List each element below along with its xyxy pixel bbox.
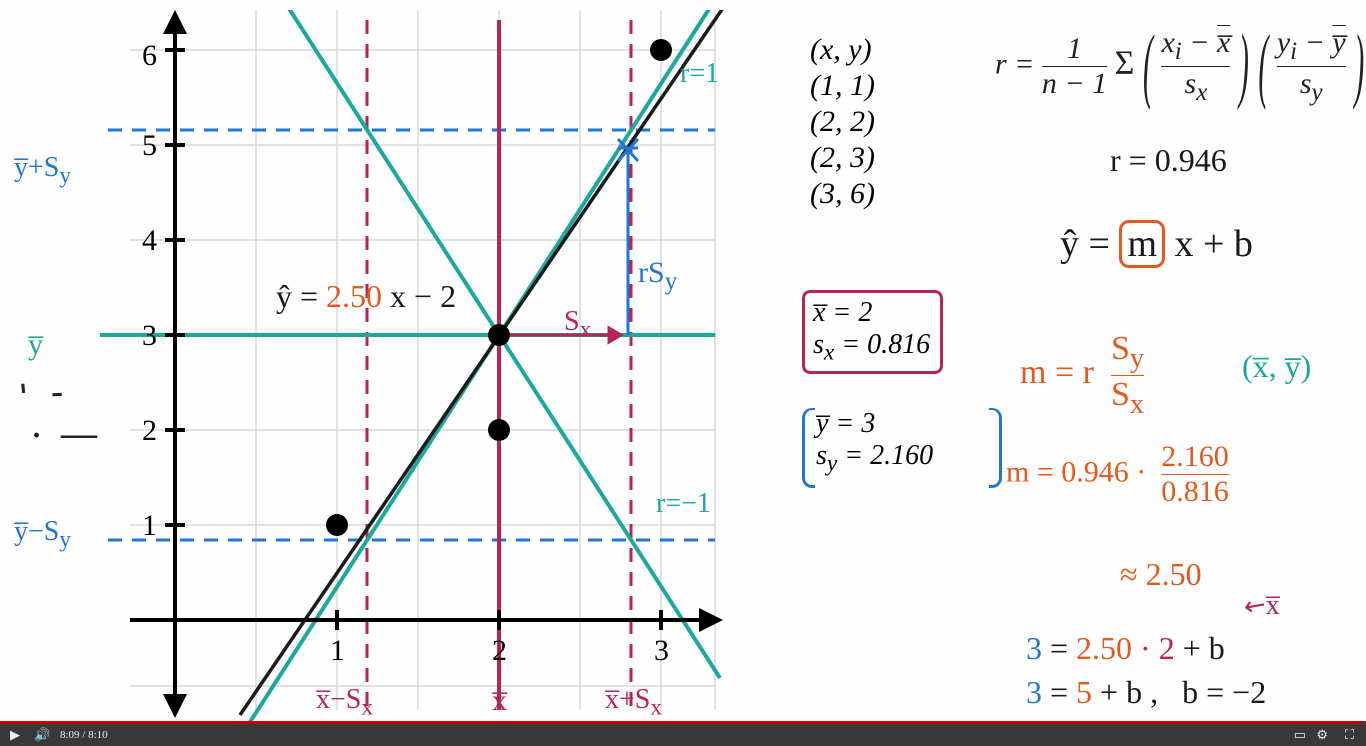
svg-text:3: 3 — [654, 634, 669, 667]
slope-approx: ≈ 2.50 — [1120, 556, 1202, 593]
solve-b-line2: 3 = 5 + b , b = −2 — [1026, 674, 1266, 711]
label-r-neg1: r=−1 — [656, 488, 711, 520]
svg-text:3: 3 — [142, 319, 157, 352]
rsy-segment — [618, 139, 638, 335]
time-display: 8:09 / 8:10 — [60, 729, 108, 741]
chart-regression-eq: ŷ = 2.50 x − 2 — [276, 278, 456, 315]
svg-text:6: 6 — [142, 39, 157, 72]
svg-text:2: 2 — [142, 414, 157, 447]
r-formula: r = 1n − 1 Σ ( xi − x̅ sx ) ( yi − y̅ sy… — [995, 26, 1365, 107]
cursor-glitch: - - · — — [18, 370, 103, 454]
regression-chart: 1 2 3 1 2 3 4 5 6 — [100, 10, 830, 730]
xbar-annotation: ↙x̅ — [1244, 590, 1280, 622]
yhat-mxb: ŷ = m x + b — [1060, 222, 1253, 266]
sx-arrow — [499, 328, 621, 342]
grid — [130, 10, 715, 710]
svg-text:1: 1 — [142, 509, 157, 542]
stage: 1 2 3 1 2 3 4 5 6 - - · — y̅+Sy y̅ y̅−Sy… — [0, 0, 1366, 746]
svg-text:4: 4 — [142, 224, 157, 257]
slope-substitution: m = 0.946 · 2.160 0.816 — [1006, 440, 1229, 509]
progress-fill — [0, 721, 1363, 724]
label-ybar-minus-sy: y̅−Sy — [14, 516, 71, 554]
label-ybar-plus-sy: y̅+Sy — [14, 152, 71, 190]
regression-line — [240, 10, 725, 715]
label-r-pos1: r=1 — [680, 58, 719, 90]
svg-text:5: 5 — [142, 129, 157, 162]
play-icon[interactable]: ▶ — [10, 727, 20, 743]
svg-text:1: 1 — [330, 634, 345, 667]
fullscreen-icon[interactable]: ⛶ — [1345, 727, 1354, 743]
settings-icon[interactable]: ⚙ — [1316, 727, 1328, 743]
label-xbar-plus-sx: x̅+Sx — [605, 684, 662, 722]
volume-icon[interactable]: 🔊 — [34, 727, 50, 743]
subtitle-icon[interactable]: ▭ — [1294, 727, 1306, 743]
mean-point: (x̅, y̅) — [1242, 348, 1311, 385]
svg-text:2: 2 — [492, 634, 507, 667]
label-rsy: rSy — [638, 256, 677, 296]
label-xbar-minus-sx: x̅−Sx — [316, 684, 373, 722]
tick-labels: 1 2 3 1 2 3 4 5 6 — [142, 39, 669, 667]
axes — [130, 18, 715, 710]
x-stats-box: x̅ = 2 sx = 0.816 — [802, 290, 943, 374]
label-ybar: y̅ — [28, 328, 43, 362]
label-sx-arrow: Sx — [564, 306, 591, 344]
r-value: r = 0.946 — [1110, 142, 1227, 179]
data-point-list: (x, y) (1, 1) (2, 2) (2, 3) (3, 6) — [810, 32, 875, 212]
y-stats-box: y̅ = 3 sy = 2.160 — [802, 408, 1002, 488]
label-xbar: x̅ — [492, 684, 507, 718]
video-controls[interactable]: ▶ 🔊 8:09 / 8:10 ▭ ⚙ ⛶ — [0, 724, 1366, 746]
slope-formula: m = r Sy Sx — [1020, 330, 1144, 421]
solve-b-line1: 3 = 2.50 · 2 + b — [1026, 630, 1225, 667]
